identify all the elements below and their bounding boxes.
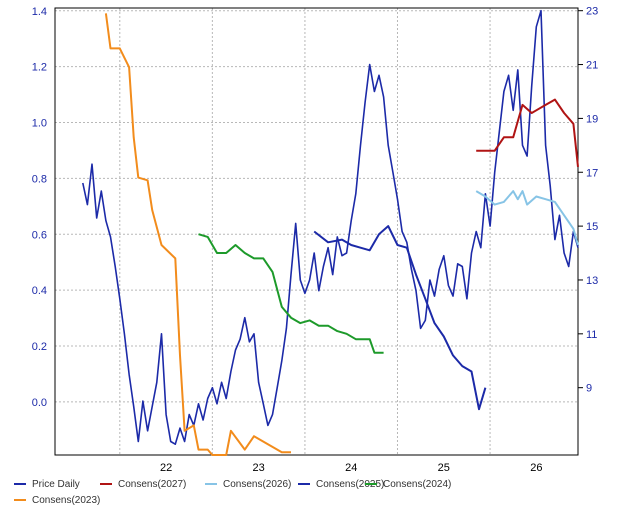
series-lines — [82, 9, 579, 456]
left-tick-label: 1.4 — [32, 6, 47, 18]
x-tick-label: 25 — [438, 462, 450, 474]
x-tick-label: 24 — [345, 462, 357, 474]
right-tick-label: 9 — [586, 383, 592, 395]
right-tick-label: 17 — [586, 167, 598, 179]
series-line-price-daily — [82, 9, 579, 446]
x-tick-label: 22 — [160, 462, 172, 474]
legend-swatch — [100, 483, 112, 486]
right-tick-label: 11 — [586, 329, 597, 341]
legend-item-consens-2027: Consens(2027) — [100, 478, 186, 492]
axes: 1.4 1.2 1.0 0.8 0.6 0.4 0.2 0.0 23 21 19 17 15 13 11 9 2… — [32, 6, 599, 474]
left-tick-label: 0.2 — [32, 341, 47, 353]
legend-label: Consens(2024) — [383, 479, 452, 490]
legend-item-consens-2024: Consens(2024) — [365, 478, 451, 492]
left-tick-label: 1.0 — [32, 118, 47, 130]
x-tick-label: 23 — [253, 462, 265, 474]
legend: Price Daily Consens(2027) Consens(2026) … — [0, 474, 619, 512]
x-tick-label: 26 — [530, 462, 542, 474]
legend-swatch — [14, 483, 26, 486]
legend-label: Price Daily — [32, 479, 80, 490]
legend-item-consens-2025: Consens(2025) — [298, 478, 384, 492]
legend-label: Consens(2027) — [118, 479, 187, 490]
legend-item-consens-2023: Consens(2023) — [14, 494, 100, 508]
series-line-consens-2027 — [476, 98, 579, 168]
left-tick-label: 1.2 — [32, 62, 47, 74]
right-tick-label: 13 — [586, 275, 598, 287]
legend-swatch — [365, 483, 377, 486]
left-tick-label: 0.6 — [32, 229, 47, 241]
left-tick-label: 0.8 — [32, 173, 47, 185]
legend-item-consens-2026: Consens(2026) — [205, 478, 291, 492]
right-tick-label: 19 — [586, 113, 598, 125]
grid-lines — [55, 8, 578, 455]
right-tick-label: 21 — [586, 60, 598, 72]
right-tick-label: 15 — [586, 221, 598, 233]
series-line-consens-2024 — [198, 233, 384, 354]
series-line-consens-2025 — [313, 225, 487, 411]
legend-swatch — [298, 483, 310, 486]
legend-swatch — [14, 499, 26, 502]
legend-swatch — [205, 483, 217, 486]
left-tick-label: 0.0 — [32, 397, 47, 409]
legend-item-price-daily: Price Daily — [14, 478, 80, 492]
legend-label: Consens(2025) — [316, 479, 385, 490]
series-line-consens-2023 — [104, 13, 291, 456]
series-line-consens-2026 — [475, 190, 579, 246]
left-tick-label: 0.4 — [32, 285, 47, 297]
legend-label: Consens(2026) — [223, 479, 292, 490]
right-tick-label: 23 — [586, 6, 598, 18]
plot-frame — [54, 7, 579, 456]
legend-label: Consens(2023) — [32, 495, 101, 506]
